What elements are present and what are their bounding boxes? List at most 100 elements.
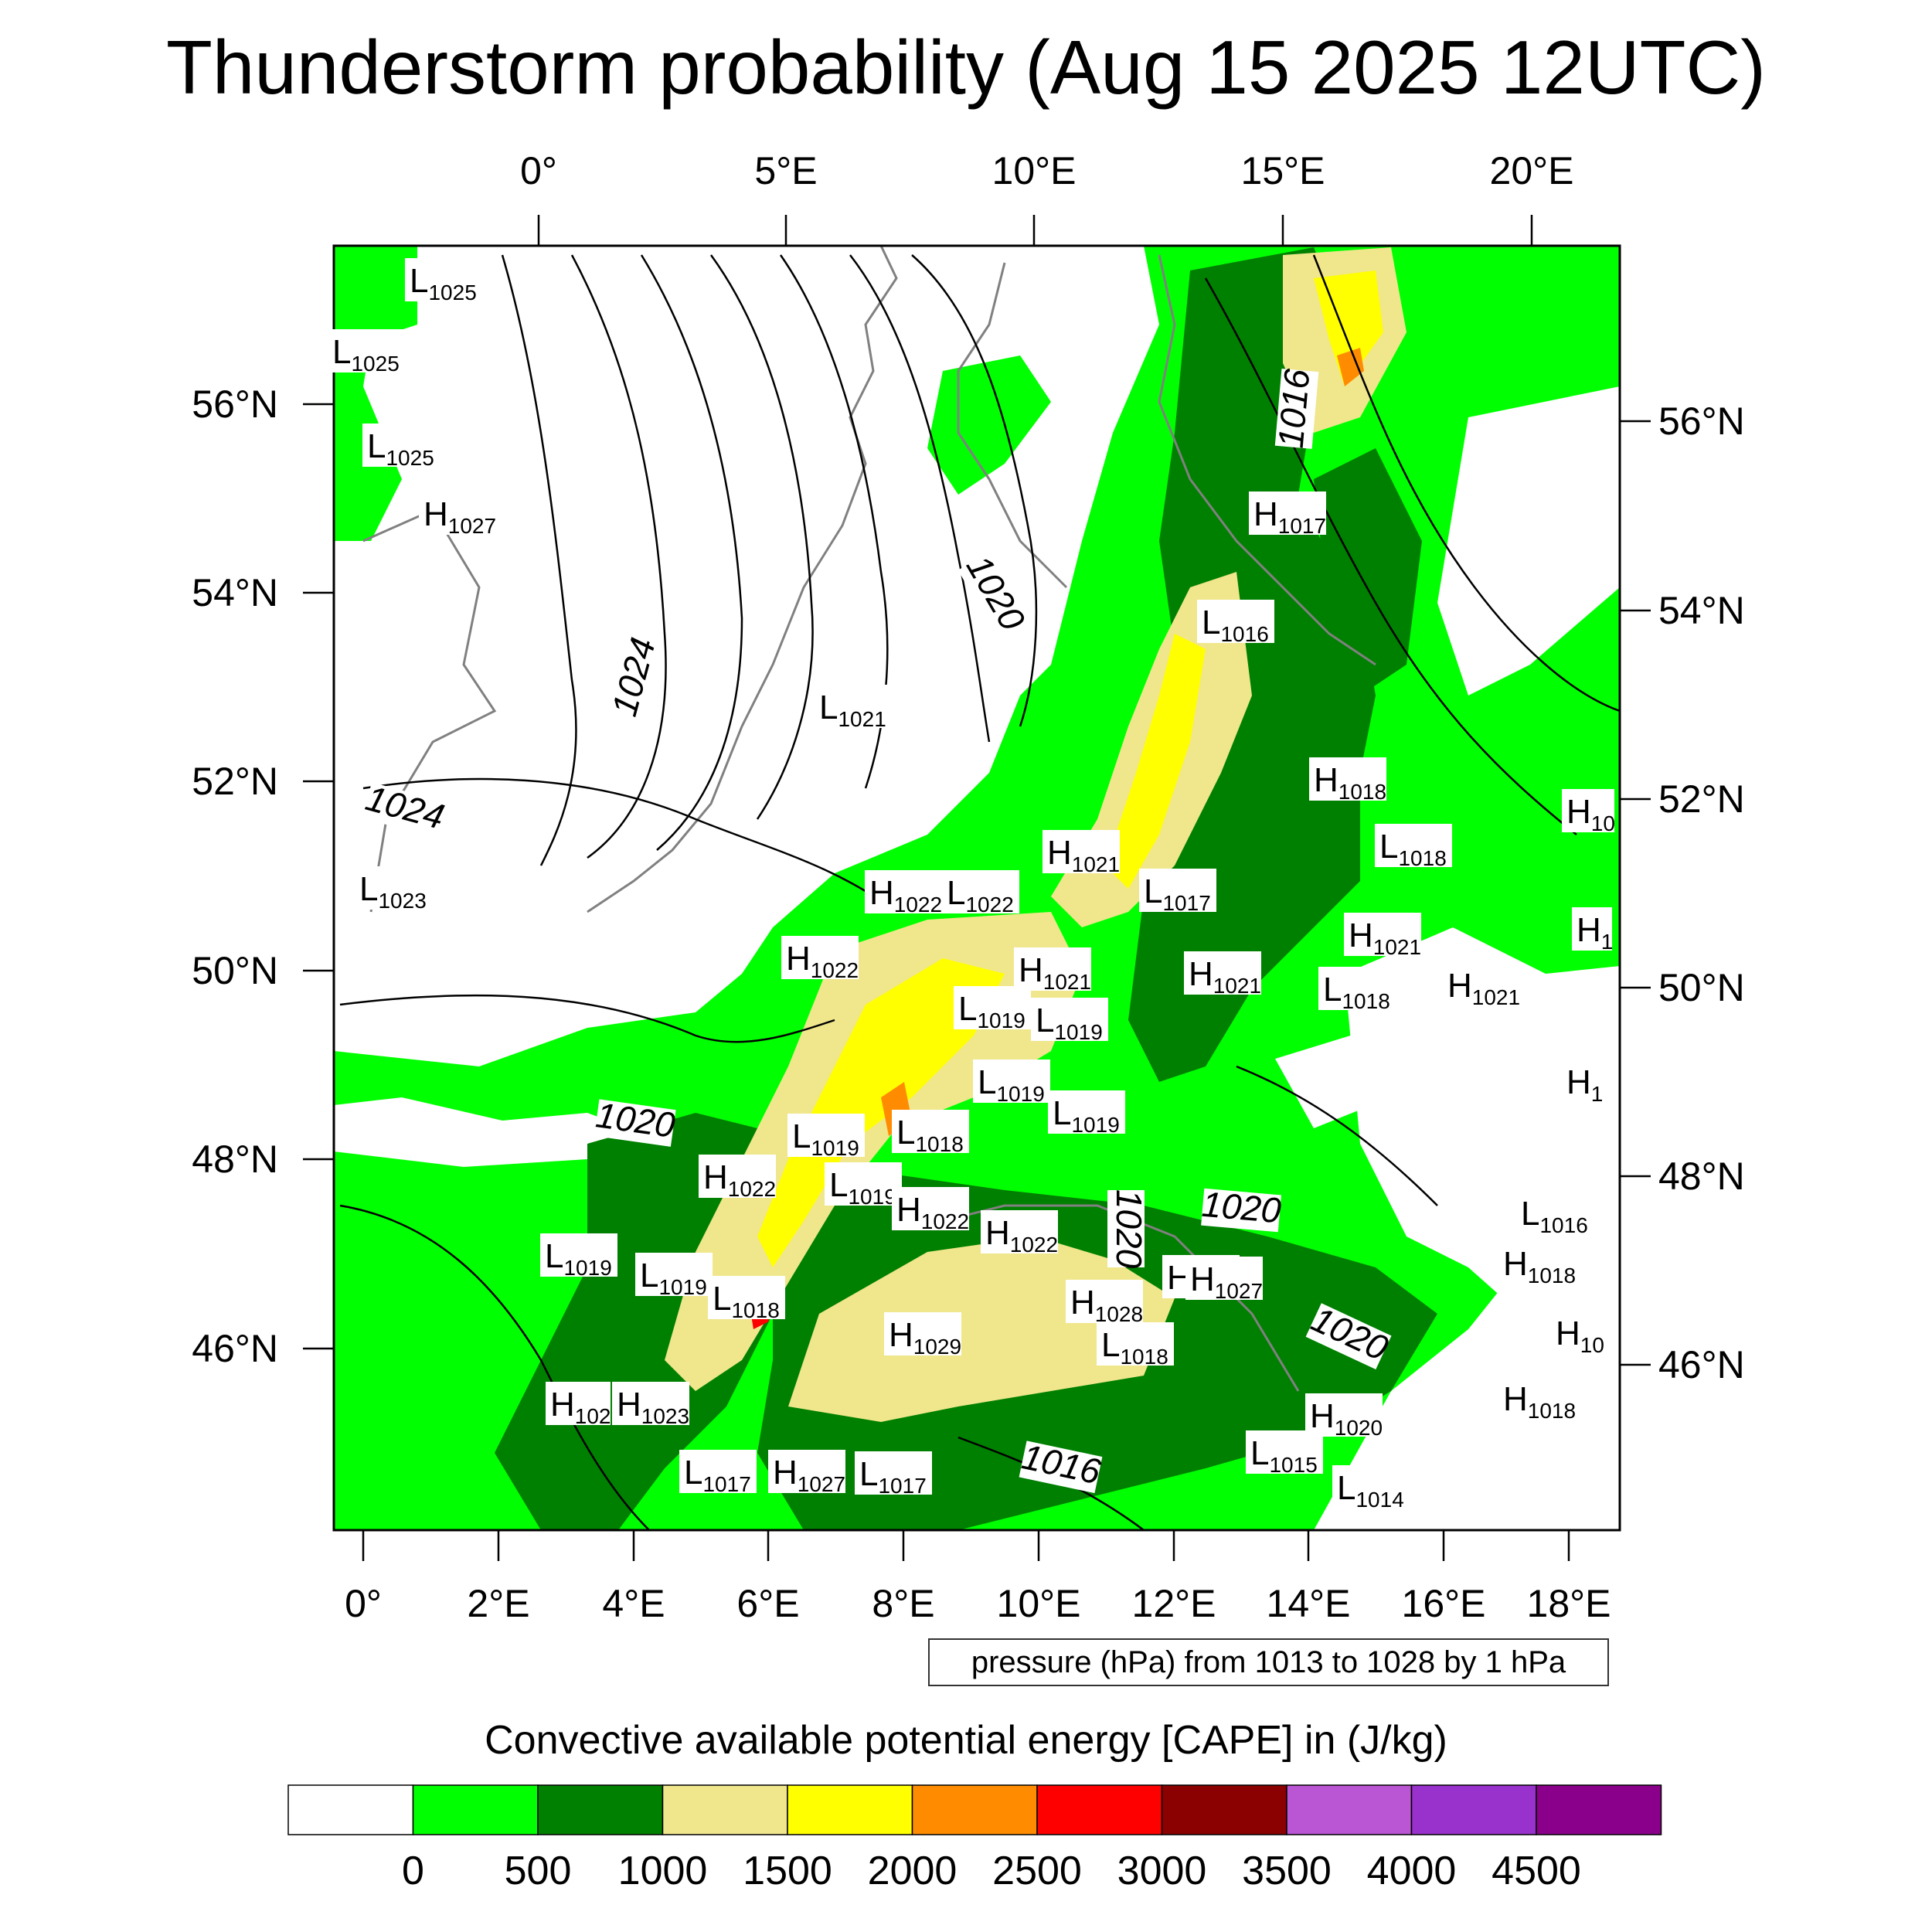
top-tick-label: 10°E bbox=[992, 149, 1077, 192]
pressure-system-label: H102 bbox=[550, 1386, 611, 1428]
pressure-system-label: H1017 bbox=[1253, 495, 1326, 538]
pressure-system-label: H1022 bbox=[896, 1191, 969, 1233]
pressure-system-label: L1019 bbox=[1053, 1094, 1120, 1137]
pressure-system-label: H1021 bbox=[1189, 955, 1261, 998]
high-pressure-marker: H1022 bbox=[981, 1210, 1058, 1257]
pressure-system-label: L1023 bbox=[359, 870, 427, 913]
chart-title: Thunderstorm probability (Aug 15 2025 12… bbox=[166, 25, 1766, 110]
low-pressure-marker: L1025 bbox=[405, 258, 482, 304]
pressure-system-label: H1021 bbox=[1019, 951, 1091, 994]
pressure-system-label: H1018 bbox=[1314, 761, 1386, 804]
low-pressure-marker: L1018 bbox=[1097, 1322, 1174, 1369]
high-pressure-marker: H1027 bbox=[419, 492, 496, 538]
pressure-system-label: L1025 bbox=[367, 427, 434, 470]
pressure-system-label: H1 bbox=[1577, 911, 1613, 954]
pressure-system-label: H1 bbox=[1566, 1063, 1603, 1106]
top-tick-label: 5°E bbox=[754, 149, 817, 192]
high-pressure-marker: H1021 bbox=[1184, 951, 1261, 998]
pressure-system-label: L1022 bbox=[947, 874, 1014, 917]
bottom-tick-label: 8°E bbox=[872, 1582, 934, 1625]
low-pressure-marker: L1017 bbox=[1139, 869, 1216, 915]
pressure-system-markers: L1025L1025L1025H1027L1023L1021L1016H1017… bbox=[328, 258, 1615, 1512]
low-pressure-marker: L1016 bbox=[1516, 1191, 1594, 1237]
pressure-system-label: L1025 bbox=[332, 333, 400, 376]
top-axis-labels: 0° 5°E 10°E 15°E 20°E bbox=[520, 149, 1573, 192]
pressure-system-label: L1017 bbox=[684, 1454, 751, 1496]
high-pressure-marker: H1023 bbox=[612, 1382, 689, 1428]
bottom-tick-label: 0° bbox=[345, 1582, 382, 1625]
high-pressure-marker: H1020 bbox=[1305, 1393, 1383, 1440]
bottom-tick-label: 4°E bbox=[602, 1582, 665, 1625]
pressure-system-label: H1023 bbox=[617, 1386, 689, 1428]
pressure-system-label: L1018 bbox=[896, 1114, 964, 1156]
isobar-label: 1020 bbox=[1200, 1184, 1283, 1231]
right-tick-label: 48°N bbox=[1658, 1155, 1745, 1198]
pressure-system-label: H1021 bbox=[1047, 834, 1120, 876]
pressure-system-label: H1018 bbox=[1503, 1245, 1576, 1287]
pressure-system-label: L1016 bbox=[1521, 1195, 1588, 1237]
colorbar-title: Convective available potential energy [C… bbox=[485, 1718, 1447, 1763]
low-pressure-marker: L1019 bbox=[1048, 1090, 1125, 1137]
high-pressure-marker: H1027 bbox=[768, 1450, 845, 1496]
low-pressure-marker: L1014 bbox=[1332, 1465, 1410, 1512]
pressure-contour-note: pressure (hPa) from 1013 to 1028 by 1 hP… bbox=[928, 1638, 1609, 1686]
pressure-system-label: H1022 bbox=[786, 940, 859, 982]
pressure-system-label: L1018 bbox=[1101, 1326, 1168, 1369]
bottom-tick-label: 10°E bbox=[997, 1582, 1081, 1625]
pressure-system-label: H1021 bbox=[1349, 917, 1421, 959]
high-pressure-marker: H1017 bbox=[1249, 492, 1326, 538]
low-pressure-marker: L1016 bbox=[1197, 600, 1274, 646]
isobars bbox=[339, 254, 1620, 1530]
low-pressure-marker: L1022 bbox=[942, 870, 1019, 917]
high-pressure-marker: H1 bbox=[1572, 907, 1613, 954]
pressure-system-label: L1014 bbox=[1337, 1469, 1404, 1512]
top-tick-label: 20°E bbox=[1490, 149, 1574, 192]
left-axis-labels: 56°N 54°N 52°N 50°N 48°N 46°N bbox=[192, 383, 278, 1370]
pressure-system-label: H10 bbox=[1566, 793, 1615, 835]
high-pressure-marker: H1021 bbox=[1344, 913, 1421, 959]
pressure-system-label: H1029 bbox=[889, 1316, 961, 1359]
bottom-tick-label: 6°E bbox=[736, 1582, 799, 1625]
high-pressure-marker: H1022 bbox=[892, 1187, 969, 1233]
top-tick-label: 0° bbox=[520, 149, 557, 192]
high-pressure-marker: H1022 bbox=[865, 870, 942, 917]
high-pressure-marker: H1022 bbox=[781, 936, 859, 982]
pressure-system-label: L1019 bbox=[829, 1166, 896, 1209]
pressure-system-label: H1020 bbox=[1310, 1397, 1383, 1440]
pressure-system-label: L1017 bbox=[859, 1455, 927, 1498]
pressure-system-label: H1022 bbox=[703, 1158, 776, 1201]
low-pressure-marker: L1018 bbox=[892, 1110, 969, 1156]
high-pressure-marker: H10 bbox=[1551, 1311, 1604, 1357]
low-pressure-marker: L1019 bbox=[787, 1114, 865, 1160]
pressure-system-label: L1016 bbox=[1202, 604, 1269, 646]
left-tick-label: 50°N bbox=[192, 949, 278, 992]
pressure-system-label: L1019 bbox=[958, 990, 1026, 1032]
pressure-system-label: L1019 bbox=[792, 1117, 859, 1160]
isobar-labels: 1024 1024 1020 1020 1016 1020 1020 1016 bbox=[362, 367, 1394, 1494]
low-pressure-marker: L1018 bbox=[708, 1276, 785, 1322]
left-tick-label: 56°N bbox=[192, 383, 278, 426]
low-pressure-marker: L1025 bbox=[328, 329, 405, 376]
right-tick-label: 52°N bbox=[1658, 777, 1745, 821]
left-tick-label: 54°N bbox=[192, 571, 278, 614]
right-tick-label: 56°N bbox=[1658, 400, 1745, 443]
high-pressure-marker: H1018 bbox=[1498, 1241, 1576, 1287]
high-pressure-marker: H1027 bbox=[1185, 1257, 1263, 1303]
isobar-label: 1016 bbox=[1270, 367, 1318, 450]
right-tick-label: 50°N bbox=[1658, 966, 1745, 1009]
pressure-system-label: H1022 bbox=[985, 1214, 1058, 1257]
pressure-system-label: H1027 bbox=[1190, 1260, 1263, 1303]
low-pressure-marker: L1015 bbox=[1246, 1430, 1323, 1477]
bottom-tick-label: 18°E bbox=[1527, 1582, 1611, 1625]
bottom-tick-label: 14°E bbox=[1267, 1582, 1351, 1625]
pressure-system-label: L1017 bbox=[1144, 872, 1211, 915]
high-pressure-marker: H102 bbox=[546, 1382, 611, 1428]
pressure-system-label: L1018 bbox=[713, 1280, 780, 1322]
bottom-axis-labels: 0° 2°E 4°E 6°E 8°E 10°E 12°E 14°E 16°E 1… bbox=[345, 1582, 1611, 1625]
low-pressure-marker: L1025 bbox=[362, 423, 440, 470]
pressure-system-label: H1018 bbox=[1503, 1380, 1576, 1423]
low-pressure-marker: L1019 bbox=[973, 1060, 1050, 1106]
pressure-system-label: L1019 bbox=[978, 1063, 1045, 1106]
pressure-system-label: L1025 bbox=[410, 262, 477, 304]
